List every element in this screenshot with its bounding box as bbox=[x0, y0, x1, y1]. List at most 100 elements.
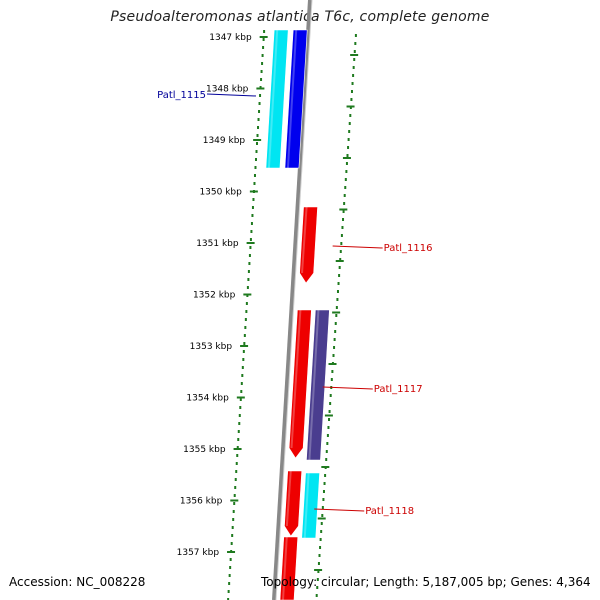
ruler-dot bbox=[337, 282, 340, 285]
ruler-dot bbox=[254, 158, 257, 161]
ruler-tick-label: 1353 kbp bbox=[190, 342, 233, 352]
ruler-dot bbox=[232, 518, 235, 521]
ruler-left-dots bbox=[227, 30, 266, 600]
ruler-dot bbox=[331, 370, 334, 373]
ruler-tick-label: 1355 kbp bbox=[183, 445, 226, 455]
ruler-dot bbox=[345, 162, 348, 165]
ruler-dot bbox=[354, 34, 357, 37]
ruler-dot bbox=[242, 350, 245, 353]
ruler-tick-right bbox=[317, 517, 326, 520]
accession-text: Accession: NC_008228 bbox=[9, 575, 146, 589]
feature-f4 bbox=[288, 309, 312, 459]
ruler-dot bbox=[234, 486, 237, 489]
ruler-dot bbox=[329, 394, 332, 397]
ruler-dot bbox=[318, 554, 321, 557]
ruler-dot bbox=[315, 594, 318, 597]
ruler-dot bbox=[343, 202, 346, 205]
ruler-dot bbox=[246, 286, 249, 289]
ruler-dot bbox=[229, 558, 232, 561]
feature-f6 bbox=[284, 470, 303, 537]
backbone-highlight bbox=[275, 0, 313, 600]
feature-shine bbox=[282, 537, 288, 600]
ruler-dot bbox=[338, 274, 341, 277]
ruler-dot bbox=[334, 330, 337, 333]
ruler-tick-left bbox=[230, 499, 239, 502]
ruler-dot bbox=[263, 30, 266, 33]
ruler-dot bbox=[350, 98, 353, 101]
feature-track bbox=[265, 29, 330, 600]
ruler-dot bbox=[254, 166, 257, 169]
ruler-tick-left bbox=[243, 293, 252, 296]
ruler-dot bbox=[352, 74, 355, 77]
ruler-dot bbox=[319, 546, 322, 549]
ruler-tick-left bbox=[227, 551, 236, 553]
ruler-tick-right bbox=[314, 569, 323, 571]
ruler-dot bbox=[335, 314, 338, 317]
ruler-ticks: 1347 kbp 1348 kbp 1349 kbp 1350 kbp 1351 kbp… bbox=[177, 33, 359, 571]
ruler-dot bbox=[262, 46, 265, 49]
ruler-dot bbox=[248, 262, 251, 265]
ruler-dot bbox=[326, 442, 329, 445]
ruler-dot bbox=[258, 110, 261, 113]
gene-labels: Patl_1115 Patl_1116 Patl_1117 Patl_1118 bbox=[157, 90, 432, 517]
ruler-dot bbox=[336, 298, 339, 301]
ruler-tick-label: 1354 kbp bbox=[186, 394, 229, 404]
ruler-dot bbox=[323, 482, 326, 485]
gene-label: Patl_1117 bbox=[374, 384, 423, 395]
ruler-dot bbox=[248, 254, 251, 257]
ruler-dot bbox=[240, 382, 243, 385]
ruler-tick-left bbox=[246, 242, 255, 244]
ruler-dot bbox=[240, 390, 243, 393]
ruler-dot bbox=[347, 138, 350, 141]
ruler-dot bbox=[231, 534, 234, 537]
ruler-tick-left bbox=[236, 396, 245, 399]
ruler-dot bbox=[340, 234, 343, 237]
gene-label: Patl_1118 bbox=[365, 506, 414, 517]
ruler-dot bbox=[235, 462, 238, 465]
ruler-dot bbox=[247, 270, 250, 273]
ruler-dot bbox=[243, 334, 246, 337]
feature-f7 bbox=[301, 472, 320, 539]
ruler-dot bbox=[227, 590, 230, 593]
ruler-tick-left bbox=[249, 190, 258, 193]
ruler-tick-left bbox=[240, 345, 249, 347]
feature-shine bbox=[285, 471, 292, 526]
ruler-dot bbox=[262, 38, 265, 41]
ruler-dot bbox=[325, 450, 328, 453]
ruler-dot bbox=[348, 130, 351, 133]
ruler-dot bbox=[339, 258, 342, 261]
ruler-dot bbox=[261, 62, 264, 65]
feature-f8 bbox=[279, 536, 299, 600]
ruler-dot bbox=[239, 398, 242, 401]
ruler-dot bbox=[243, 342, 246, 345]
ruler-dot bbox=[343, 194, 346, 197]
ruler-dot bbox=[245, 302, 248, 305]
ruler-dot bbox=[252, 198, 255, 201]
ruler-dot bbox=[236, 454, 239, 457]
ruler-dot bbox=[342, 218, 345, 221]
ruler-dot bbox=[238, 414, 241, 417]
ruler-dot bbox=[352, 66, 355, 69]
ruler-tick-left bbox=[253, 139, 262, 141]
ruler-tick-right bbox=[324, 414, 333, 417]
ruler-dot bbox=[228, 574, 231, 577]
gene-label: Patl_1116 bbox=[384, 243, 433, 254]
ruler-dot bbox=[260, 70, 263, 73]
ruler-dot bbox=[229, 566, 232, 569]
genome-backbone bbox=[272, 0, 313, 600]
ruler-tick-left bbox=[256, 87, 265, 90]
ruler-tick-label: 1347 kbp bbox=[209, 33, 252, 43]
backbone-line bbox=[272, 0, 312, 600]
ruler-tick-label: 1356 kbp bbox=[180, 497, 223, 507]
ruler-dot bbox=[325, 458, 328, 461]
ruler-dot bbox=[230, 542, 233, 545]
ruler-dot bbox=[227, 598, 230, 600]
ruler-dot bbox=[344, 178, 347, 181]
ruler-dot bbox=[326, 434, 329, 437]
ruler-dot bbox=[332, 354, 335, 357]
ruler-dot bbox=[354, 42, 357, 45]
ruler-dot bbox=[328, 410, 331, 413]
ruler-tick-label: 1351 kbp bbox=[196, 239, 239, 249]
ruler-dot bbox=[321, 506, 324, 509]
ruler-tick-label: 1357 kbp bbox=[177, 548, 220, 558]
